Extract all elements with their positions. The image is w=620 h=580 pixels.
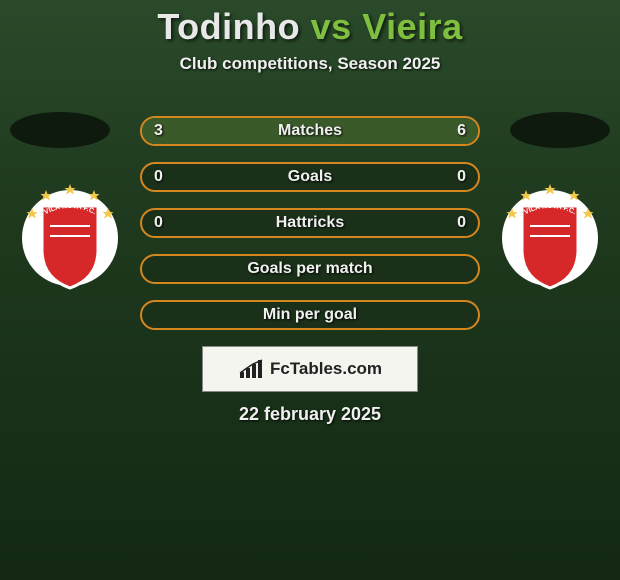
stat-label: Matches <box>142 118 478 144</box>
stat-row: Goals per match <box>140 254 480 284</box>
club-crest-icon: VILA NOVA F.C. <box>20 178 120 298</box>
date: 22 february 2025 <box>0 404 620 425</box>
player1-club-badge: VILA NOVA F.C. <box>20 178 120 298</box>
stat-label: Goals per match <box>142 256 478 282</box>
stat-row: Hattricks0 0 <box>140 208 480 238</box>
chart-icon <box>238 358 264 380</box>
site-logo-text: FcTables.com <box>270 359 382 379</box>
site-logo: FcTables.com <box>202 346 418 392</box>
stat-value-right: 6 <box>457 118 466 144</box>
stat-row: Min per goal <box>140 300 480 330</box>
subtitle: Club competitions, Season 2025 <box>0 54 620 74</box>
stat-value-right: 0 <box>457 164 466 190</box>
stat-label: Hattricks <box>142 210 478 236</box>
stat-row: Matches3 6 <box>140 116 480 146</box>
comparison-card: Todinho vs Vieira Club competitions, Sea… <box>0 0 620 425</box>
player2-club-badge: VILA NOVA F.C. <box>500 178 600 298</box>
page-title: Todinho vs Vieira <box>0 6 620 48</box>
stat-row: Goals0 0 <box>140 162 480 192</box>
stat-value-left: 3 <box>154 118 163 144</box>
player2-photo-placeholder <box>510 112 610 148</box>
vs-text: vs <box>311 6 352 47</box>
stat-value-left: 0 <box>154 210 163 236</box>
stat-value-left: 0 <box>154 164 163 190</box>
player2-name: Vieira <box>362 6 462 47</box>
stat-rows: Matches36Goals00Hattricks00Goals per mat… <box>140 116 480 330</box>
player1-photo-placeholder <box>10 112 110 148</box>
stat-label: Min per goal <box>142 302 478 328</box>
stat-value-right: 0 <box>457 210 466 236</box>
club-crest-icon: VILA NOVA F.C. <box>500 178 600 298</box>
stats-area: VILA NOVA F.C. VILA NOVA F.C. <box>0 116 620 330</box>
player1-name: Todinho <box>157 6 300 47</box>
stat-label: Goals <box>142 164 478 190</box>
